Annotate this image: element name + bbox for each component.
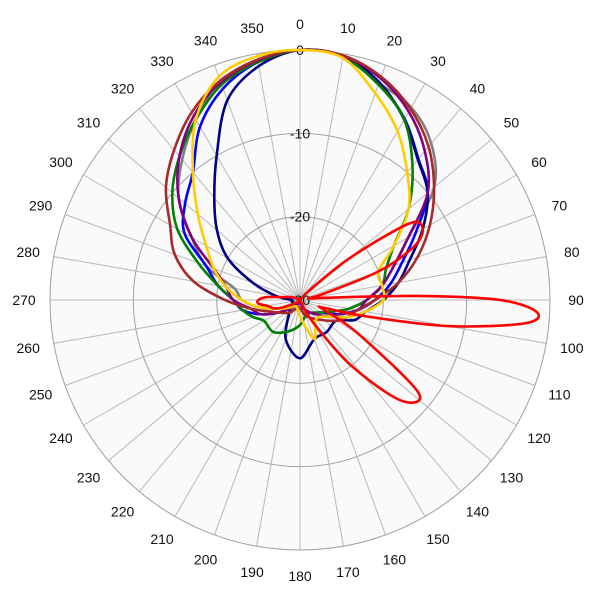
angular-gridline [138,108,301,301]
angular-gridline [256,53,301,301]
angle-tick-label: 60 [531,154,547,170]
series-trace-6 [164,48,436,323]
angle-tick-label: 80 [564,244,580,260]
angle-tick-label: 0 [296,16,304,32]
angle-tick-label: 120 [527,430,551,446]
angular-gridline [299,64,386,301]
angle-tick-label: 40 [470,81,486,97]
angle-tick-label: 100 [560,340,584,356]
angular-tick-labels: 0 10 20 30 40 50 60 70 80 90 100 110 120 130 140 150 160… [12,16,584,584]
angular-gridline [299,299,547,344]
angle-tick-label: 210 [150,531,174,547]
angle-tick-label: 260 [17,340,41,356]
angle-tick-label: 170 [336,564,360,580]
radial-gridline [132,132,468,468]
angle-tick-label: 320 [111,81,135,97]
angle-tick-label: 190 [240,564,264,580]
angle-tick-label: 150 [426,531,450,547]
angle-tick-label: 240 [49,430,73,446]
angle-tick-label: 250 [29,386,53,402]
angular-gridline [299,108,462,301]
angle-tick-label: 330 [150,53,174,69]
angle-tick-label: 140 [466,503,490,519]
series-trace-7 [191,48,411,341]
angle-tick-label: 130 [500,469,524,485]
angle-tick-label: 200 [194,551,218,567]
radial-tick-label: -20 [290,209,310,225]
angular-gridline [174,299,301,517]
angle-tick-label: 350 [240,20,264,36]
angle-tick-label: 280 [17,244,41,260]
angle-tick-label: 70 [552,198,568,214]
radial-tick-label: -10 [290,125,310,141]
angle-tick-label: 340 [194,33,218,49]
angle-tick-label: 270 [12,292,36,308]
angle-tick-label: 220 [111,503,135,519]
angle-tick-label: 160 [383,551,407,567]
angular-gridline [299,138,492,301]
angle-tick-label: 230 [77,469,101,485]
angle-tick-label: 310 [77,115,101,131]
angle-tick-label: 20 [387,33,403,49]
angle-tick-label: 90 [568,292,584,308]
angular-gridline [53,256,301,301]
angular-gridline [108,138,301,301]
angle-tick-label: 10 [340,20,356,36]
angular-gridline [256,299,301,547]
angular-gridline [214,64,301,301]
angular-gridline [64,214,301,301]
data-series [164,48,541,404]
angular-gridline [299,256,547,301]
angle-tick-label: 300 [49,154,73,170]
angle-tick-label: 50 [504,115,520,131]
angular-gridline [299,299,344,547]
series-trace-8 [256,220,541,404]
angular-gridline [299,53,344,301]
angle-tick-label: 180 [288,568,312,584]
angle-tick-label: 30 [430,53,446,69]
angle-tick-label: 290 [29,198,53,214]
angle-tick-label: 110 [548,386,571,402]
